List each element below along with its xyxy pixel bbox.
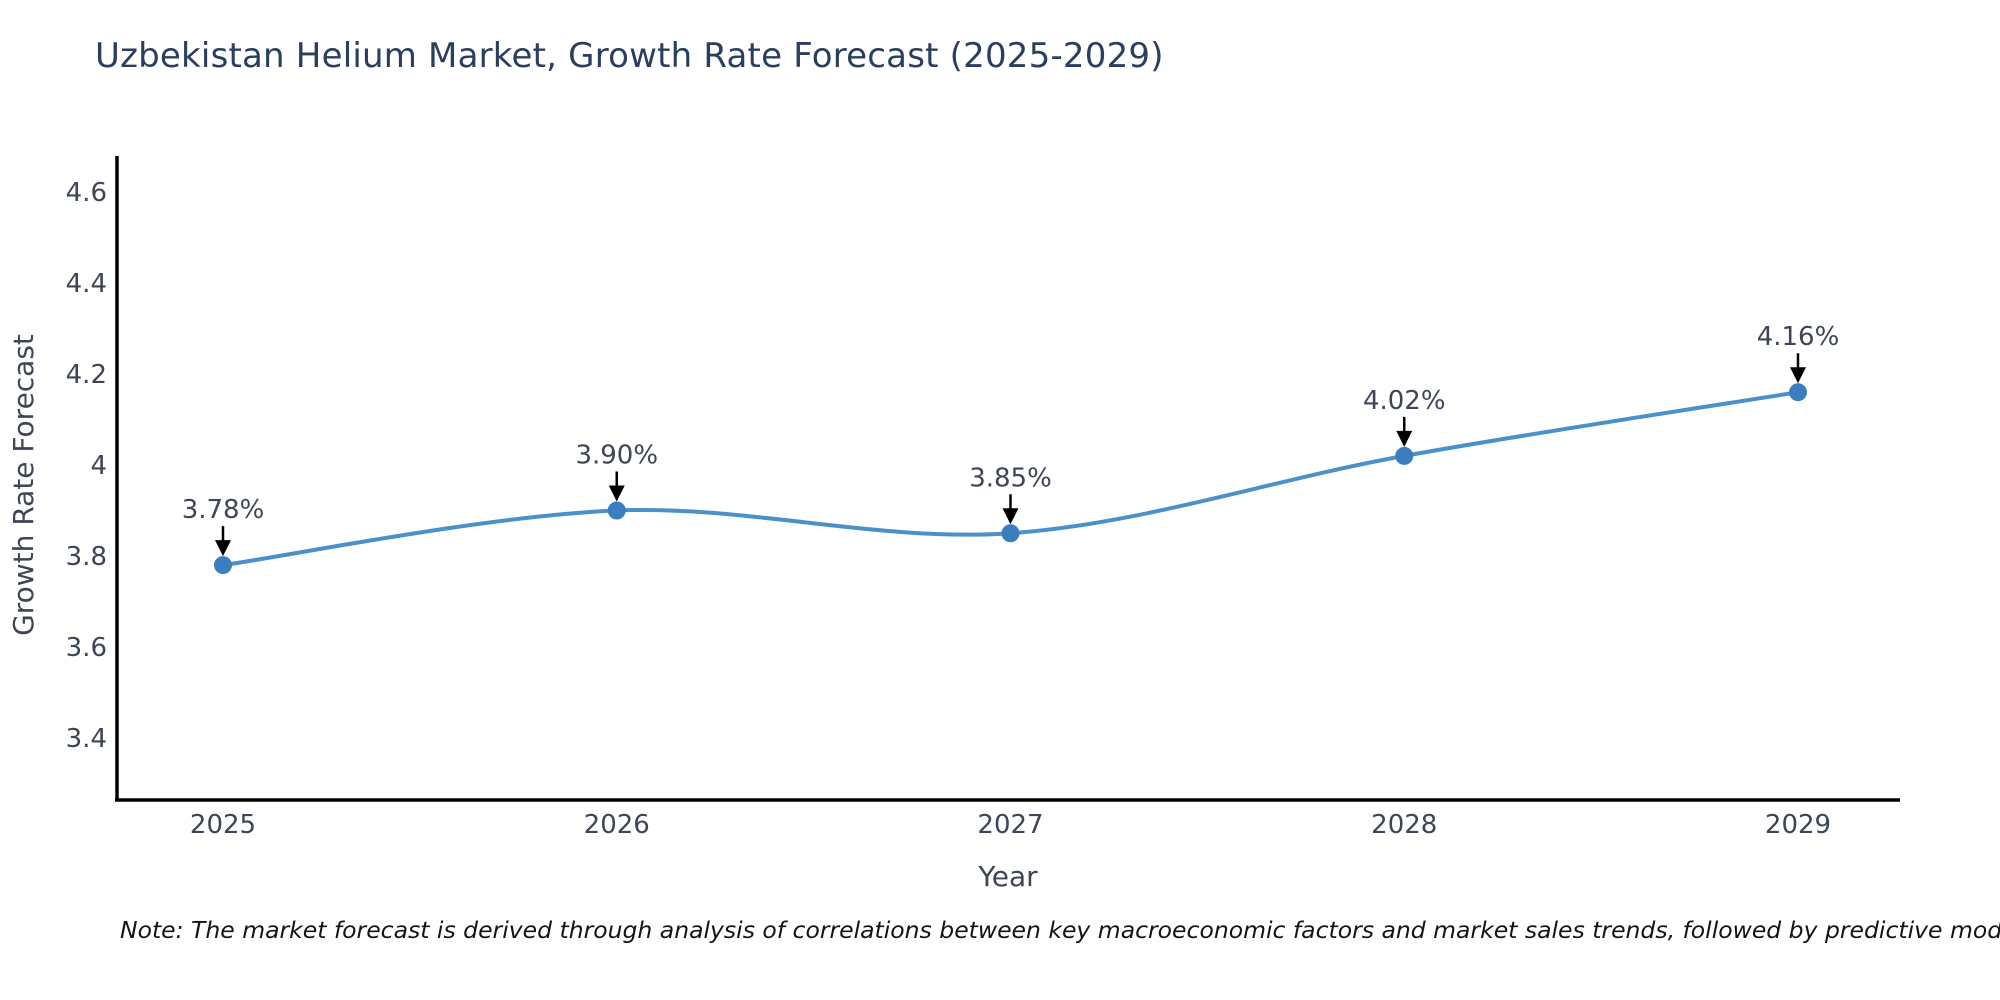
point-value-label: 3.90%: [575, 441, 658, 471]
point-value-label: 3.78%: [182, 495, 265, 525]
x-axis-title: Year: [977, 860, 1038, 893]
annotation-arrowhead-icon: [1002, 508, 1019, 525]
y-tick-label: 4: [90, 451, 107, 481]
point-value-label: 3.85%: [969, 463, 1052, 493]
annotation-arrowhead-icon: [1396, 430, 1413, 447]
x-tick-label: 2025: [190, 810, 256, 840]
data-point-marker: [1789, 383, 1807, 402]
point-value-label: 4.16%: [1757, 322, 1840, 352]
chart-title: Uzbekistan Helium Market, Growth Rate Fo…: [95, 36, 1164, 76]
y-tick-label: 3.4: [66, 724, 107, 754]
x-tick-label: 2029: [1765, 810, 1831, 840]
footnote: Note: The market forecast is derived thr…: [120, 916, 2000, 944]
y-tick-label: 3.6: [66, 633, 107, 663]
x-tick-label: 2027: [977, 810, 1043, 840]
y-tick-label: 4.4: [66, 269, 107, 299]
data-point-marker: [214, 556, 232, 575]
x-tick-label: 2028: [1371, 810, 1437, 840]
annotation-arrowhead-icon: [1790, 367, 1806, 384]
y-tick-label: 4.2: [66, 360, 107, 390]
data-point-marker: [607, 501, 626, 520]
point-value-label: 4.02%: [1363, 386, 1446, 416]
y-axis-title: Growth Rate Forecast: [7, 334, 40, 636]
y-tick-label: 4.6: [66, 178, 107, 208]
annotation-arrowhead-icon: [608, 485, 625, 502]
annotation-arrowhead-icon: [215, 540, 231, 557]
x-tick-label: 2026: [584, 810, 650, 840]
data-point-marker: [1395, 446, 1414, 465]
y-tick-label: 3.8: [66, 542, 107, 572]
data-point-marker: [1001, 524, 1020, 543]
